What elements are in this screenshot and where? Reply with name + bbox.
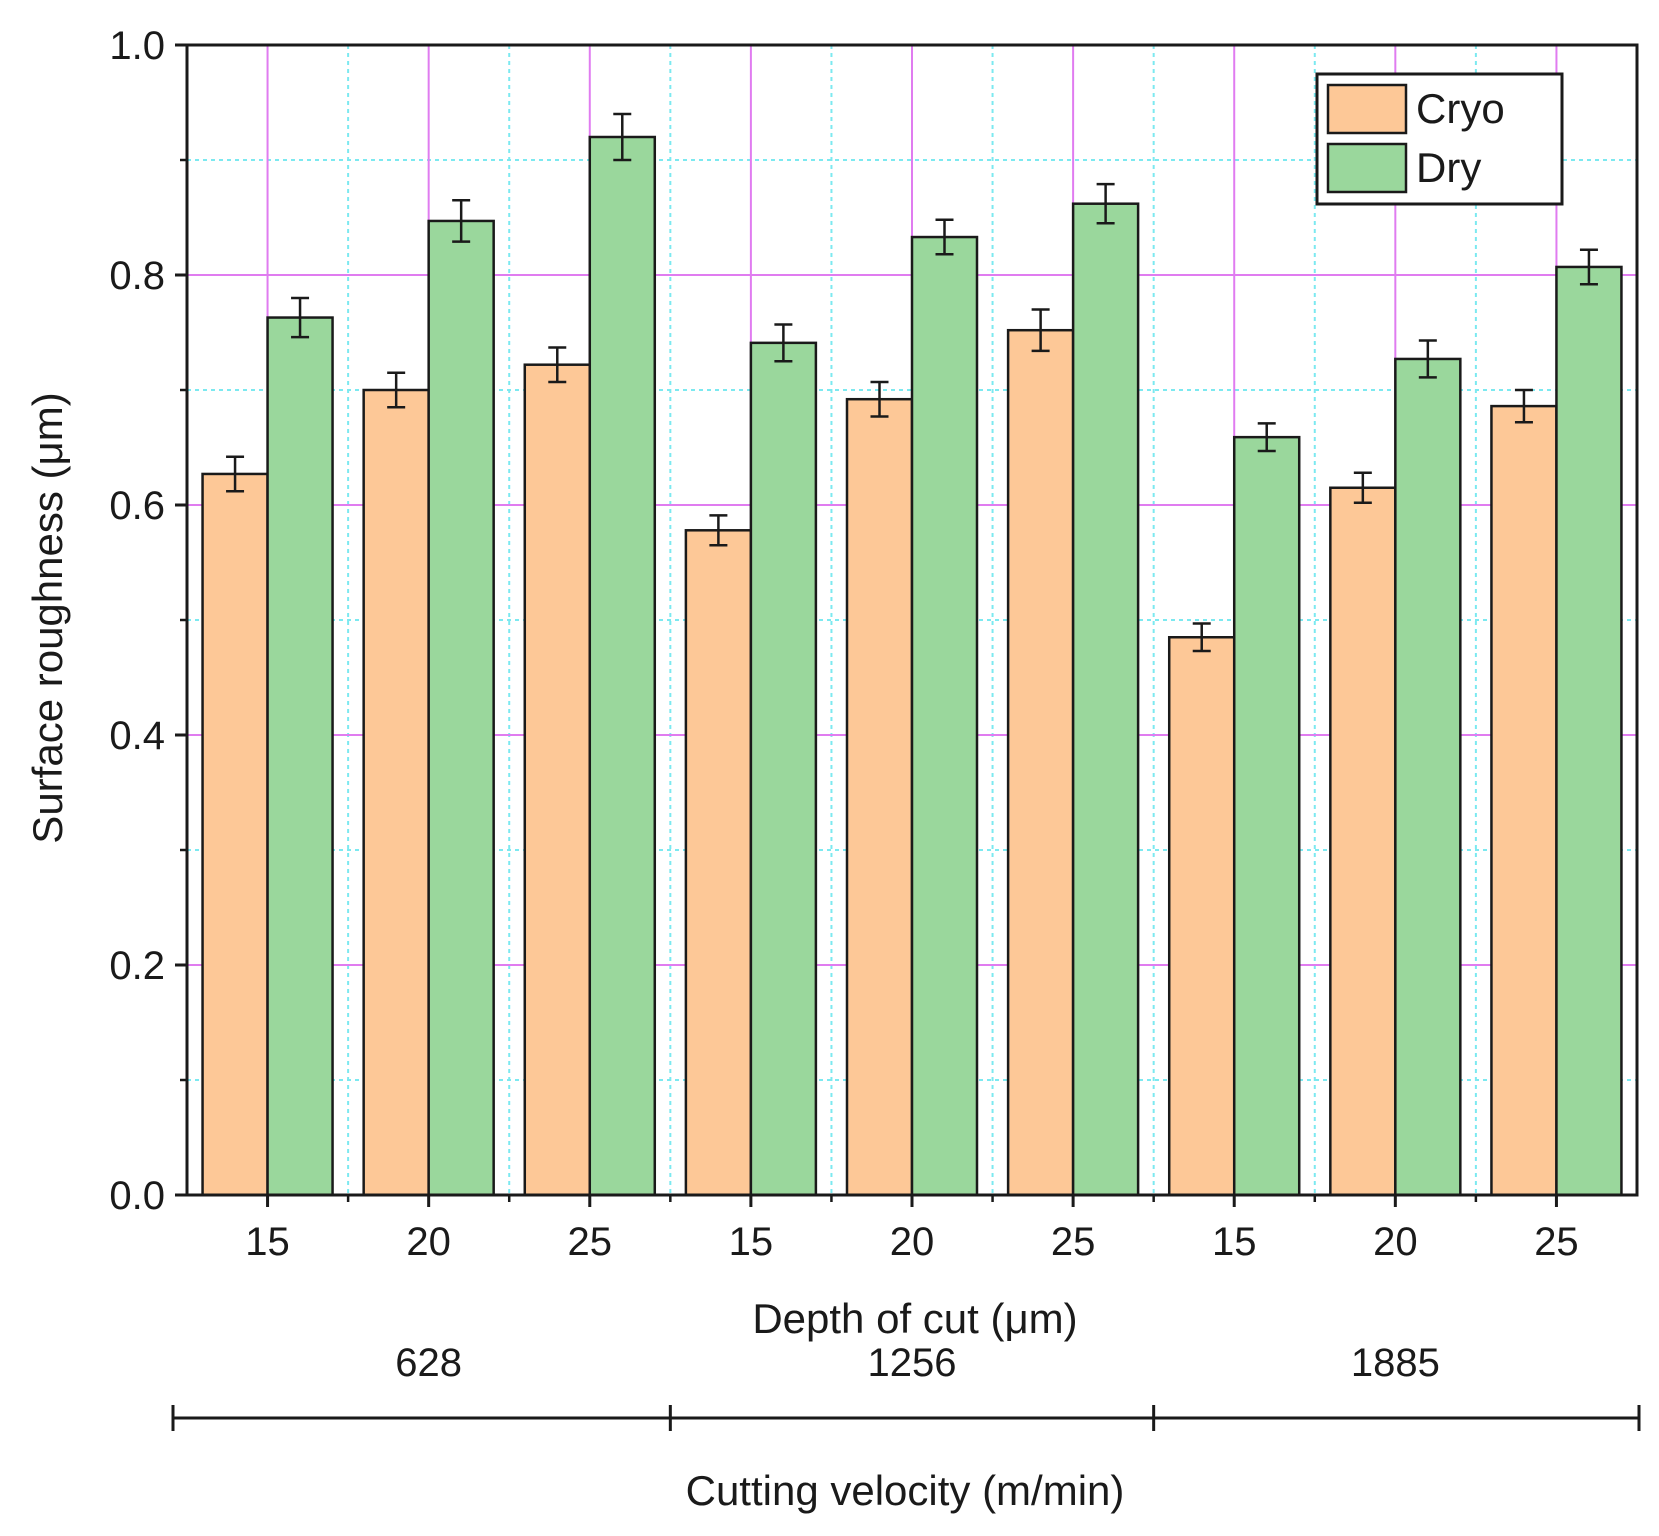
bar-cryo [845,397,914,1197]
x-tick-label: 25 [1534,1220,1579,1264]
bar-layer [201,112,1623,1197]
legend: Cryo Dry [1315,72,1564,206]
error-bar-dry [1579,248,1598,286]
group-label: 628 [395,1341,462,1385]
bar-dry [1232,435,1301,1197]
error-bar-dry [1257,422,1276,453]
y-axis-title: Surface roughness (μm) [24,392,71,843]
x-tick-label: 15 [729,1220,774,1264]
x-tick-label: 25 [1051,1220,1096,1264]
error-bar-dry [935,218,954,256]
error-bar-cryo [226,455,245,493]
error-bar-cryo [1031,308,1050,353]
bar-dry [1071,202,1140,1197]
y-tick-label: 0.4 [109,714,165,758]
bar-dry [910,235,979,1197]
x-tick-label: 15 [245,1220,290,1264]
error-bar-cryo [870,380,889,418]
bar-cryo [1006,328,1075,1197]
bar-dry [749,341,818,1197]
bar-cryo [684,529,753,1197]
error-bar-dry [1418,339,1437,379]
error-bar-cryo [1514,388,1533,424]
error-bar-dry [291,296,310,339]
error-bar-cryo [548,346,567,384]
y-tick-label: 0.2 [109,944,165,988]
group-axis-title: Cutting velocity (m/min) [686,1467,1125,1514]
error-bar-cryo [1353,471,1372,504]
legend-label-cryo: Cryo [1416,85,1505,132]
bar-cryo [523,363,592,1197]
error-bar-cryo [1192,622,1211,653]
error-bar-dry [613,112,632,162]
error-bar-cryo [709,514,728,547]
axis-layer: 0.0 0.2 0.4 0.6 0.8 1.0 15 20 25 15 20 25 15 20 25 628 1… [109,24,1641,1431]
group-label: 1885 [1351,1341,1440,1385]
bar-dry [588,135,657,1197]
bar-dry [427,219,495,1197]
bar-cryo [1329,486,1397,1197]
bar-dry [266,316,334,1197]
x-tick-label: 20 [406,1220,451,1264]
y-tick-label: 1.0 [109,24,165,68]
bar-dry [1394,357,1462,1197]
error-bar-dry [1096,182,1115,225]
bar-cryo [1490,404,1558,1197]
y-tick-label: 0.0 [109,1174,165,1218]
y-tick-label: 0.6 [109,484,165,528]
x-tick-label: 15 [1212,1220,1257,1264]
y-tick-label: 0.8 [109,254,165,298]
bar-cryo [201,472,269,1197]
x-tick-label: 20 [890,1220,935,1264]
x-tick-label: 20 [1373,1220,1418,1264]
x-axis-title: Depth of cut (μm) [752,1295,1077,1342]
group-label: 1256 [868,1341,957,1385]
bar-cryo [1167,636,1236,1197]
x-tick-label: 25 [568,1220,613,1264]
legend-label-dry: Dry [1416,144,1481,191]
error-bar-dry [774,323,793,363]
bar-cryo [362,388,430,1197]
error-bar-cryo [387,371,406,409]
legend-swatch-dry [1326,142,1408,194]
bar-dry [1555,265,1623,1197]
error-bar-dry [452,199,471,243]
legend-swatch-cryo [1326,83,1408,135]
